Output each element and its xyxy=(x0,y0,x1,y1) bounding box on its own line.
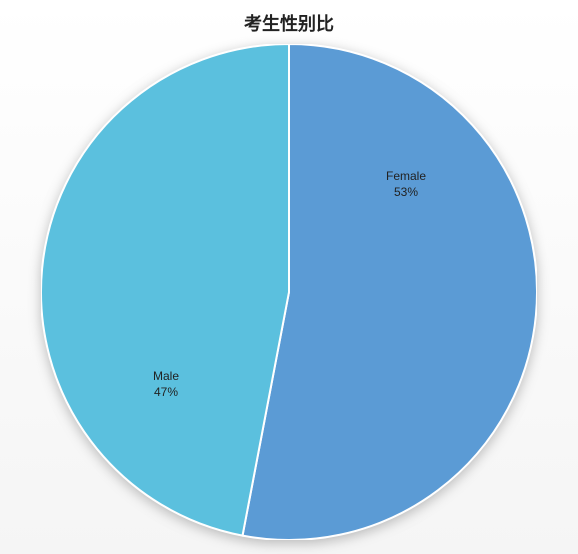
slice-pct-female: 53% xyxy=(386,185,426,201)
pie-chart-container: 考生性别比 Female 53% Male 47% xyxy=(0,0,578,554)
pie-chart: Female 53% Male 47% xyxy=(41,44,537,540)
pie-slice-male xyxy=(41,44,289,536)
slice-name-male: Male xyxy=(153,369,179,385)
slice-pct-male: 47% xyxy=(153,385,179,401)
slice-label-female: Female 53% xyxy=(386,169,426,200)
slice-label-male: Male 47% xyxy=(153,369,179,400)
slice-name-female: Female xyxy=(386,169,426,185)
chart-title: 考生性别比 xyxy=(0,0,578,36)
pie-svg xyxy=(41,44,537,540)
